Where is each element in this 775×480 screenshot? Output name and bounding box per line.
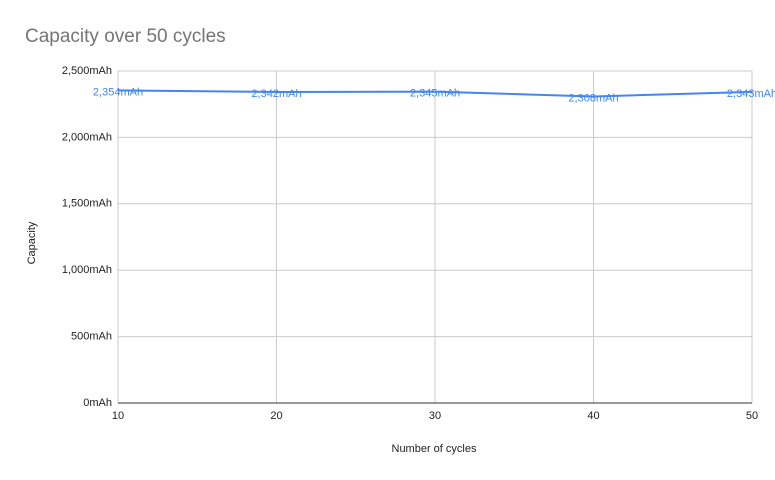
y-tick-label: 1,000mAh xyxy=(62,264,112,276)
chart-title: Capacity over 50 cycles xyxy=(25,26,226,47)
data-label: 2,343mAh xyxy=(727,88,775,100)
y-tick-label: 1,500mAh xyxy=(62,198,112,210)
x-tick-label: 10 xyxy=(112,410,124,422)
y-tick-label: 2,000mAh xyxy=(62,131,112,143)
data-label: 2,345mAh xyxy=(410,87,460,99)
x-tick-label: 40 xyxy=(587,410,599,422)
y-axis-title: Capacity xyxy=(26,221,38,264)
x-axis-title: Number of cycles xyxy=(392,443,477,455)
line xyxy=(117,89,753,98)
data-label: 2,308mAh xyxy=(568,92,618,104)
x-tick-label: 30 xyxy=(429,410,441,422)
y-tick-label: 500mAh xyxy=(71,331,112,343)
x-tick-label: 20 xyxy=(270,410,282,422)
y-tick-label: 0mAh xyxy=(83,397,112,409)
data-label: 2,354mAh xyxy=(93,86,143,98)
x-tick-label: 50 xyxy=(746,410,758,422)
data-label: 2,342mAh xyxy=(251,88,301,100)
y-tick-label: 2,500mAh xyxy=(62,65,112,77)
